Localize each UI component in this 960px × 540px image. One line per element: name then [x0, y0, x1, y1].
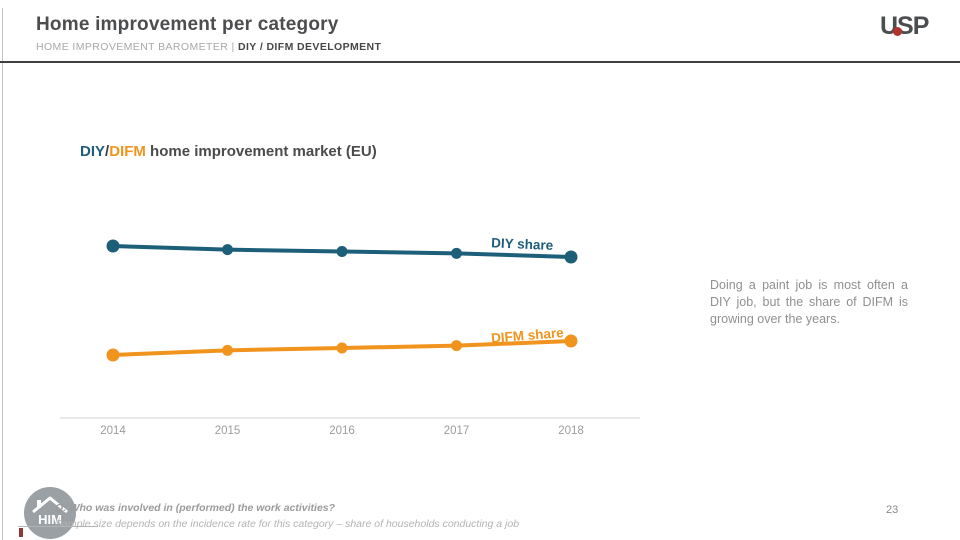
svg-text:HIM: HIM [38, 512, 62, 527]
difm-share-point [336, 342, 348, 354]
difm-share-point [222, 344, 233, 356]
chart-title-difm: DIFM [109, 143, 146, 160]
diy-share-point [451, 247, 462, 259]
subtitle-prefix: HOME IMPROVEMENT BAROMETER | [36, 41, 238, 53]
page-number: 23 [886, 504, 899, 516]
chart-title: DIY/DIFM home improvement market (EU) [80, 143, 377, 160]
chart-annotation: Doing a paint job is most often a DIY jo… [710, 278, 908, 326]
diy-share-point [336, 246, 348, 257]
x-tick-label: 2015 [215, 425, 241, 437]
usp-logo: USP [880, 12, 932, 46]
diy-share-point [106, 239, 120, 253]
subtitle-section: DIY / DIFM DEVELOPMENT [237, 41, 382, 53]
difm-share-point [451, 340, 462, 352]
usp-logo-text: USP [880, 12, 929, 40]
page-subtitle: HOME IMPROVEMENT BAROMETER | DIY / DIFM … [36, 41, 381, 53]
footer-note: Sample size depends on the incidence rat… [55, 518, 520, 530]
x-tick-label: 2018 [558, 425, 584, 437]
x-tick-label: 2016 [329, 425, 355, 437]
header-divider [0, 61, 960, 63]
difm-share-point [106, 348, 120, 362]
chart-title-slash: / [105, 143, 110, 160]
slide-left-border [2, 8, 3, 540]
difm-share-point [564, 334, 578, 348]
usp-logo-dot-icon [893, 27, 902, 36]
diy-share-point [564, 250, 578, 264]
diy-share-point [222, 244, 233, 256]
footer-question: Q: Who was involved in (performed) the w… [55, 502, 336, 514]
footer-red-mark [19, 528, 23, 537]
footer-divider [18, 526, 98, 527]
page-title: Home improvement per category [36, 14, 339, 35]
chart-title-rest: home improvement market (EU) [145, 143, 377, 160]
x-tick-label: 2017 [444, 425, 470, 437]
diy-share-label: DIY share [491, 235, 554, 253]
difm-share-label: DIFM share [491, 325, 565, 346]
chart-title-diy: DIY [80, 143, 106, 160]
x-tick-label: 2014 [100, 425, 126, 437]
